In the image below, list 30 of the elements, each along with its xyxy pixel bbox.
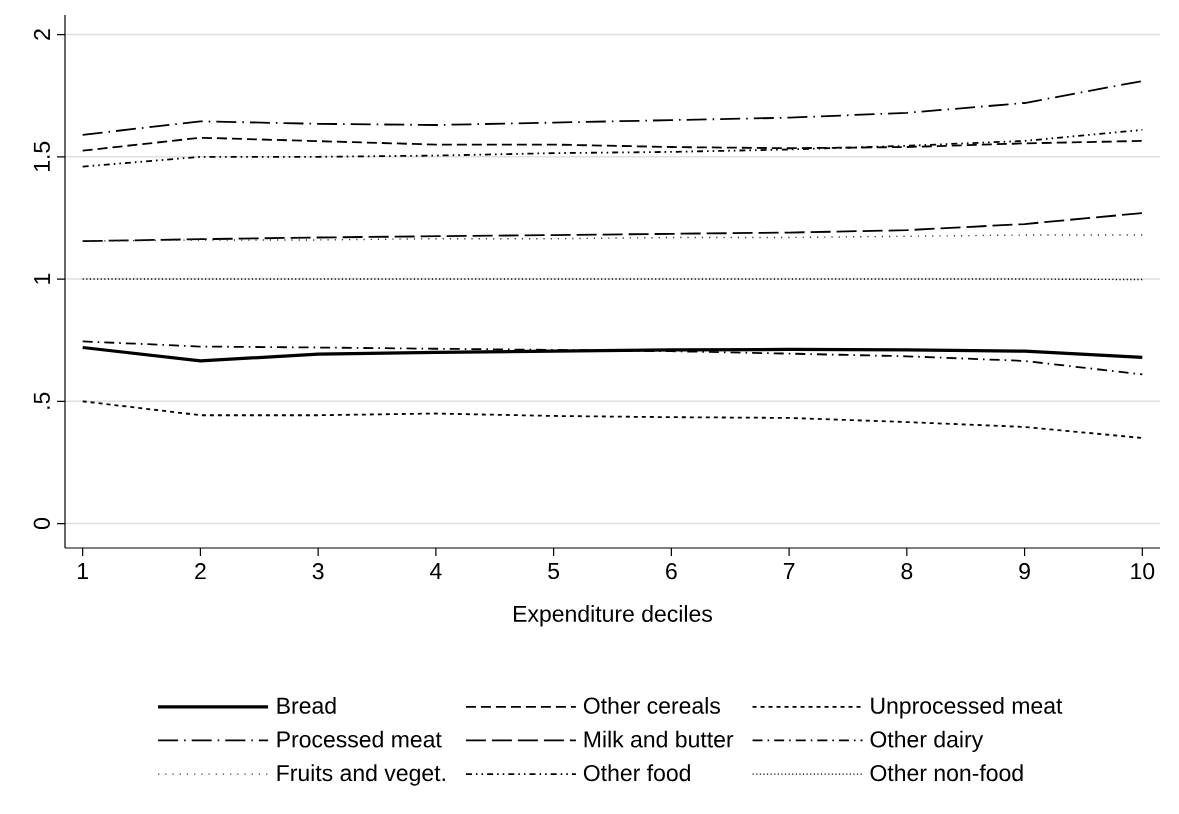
x-tick-label: 7 bbox=[783, 563, 795, 579]
legend-label: Bread bbox=[277, 696, 336, 714]
line-series bbox=[81, 129, 1144, 168]
x-tick-label: 4 bbox=[430, 563, 442, 579]
line-series bbox=[81, 80, 1144, 136]
y-tick-label: 0 bbox=[33, 518, 50, 530]
legend-label: Other food bbox=[583, 764, 690, 782]
x-tick-label: 1 bbox=[78, 563, 88, 579]
line-series bbox=[81, 234, 1144, 242]
line-series bbox=[81, 400, 1144, 439]
x-tick-label: 10 bbox=[1131, 563, 1155, 580]
y-tick-label: 2 bbox=[33, 29, 50, 40]
x-tick-label: 2 bbox=[195, 563, 206, 580]
legend-label: Unprocessed meat bbox=[871, 696, 1063, 719]
x-tick-label: 6 bbox=[666, 563, 677, 580]
legend-label: Processed meat bbox=[277, 730, 442, 748]
x-tick-label: 8 bbox=[901, 563, 913, 580]
legend-label: Fruits and veget. bbox=[277, 764, 445, 786]
y-tick-label: .5 bbox=[33, 392, 50, 409]
legend-label: Other dairy bbox=[870, 730, 984, 753]
legend-label: Other cereals bbox=[583, 696, 720, 714]
legend-label: Other non-food bbox=[870, 764, 1023, 782]
y-tick-label: 1.5 bbox=[33, 141, 50, 172]
x-axis-title: Expenditure deciles bbox=[514, 605, 712, 627]
y-tick-label: 1 bbox=[34, 273, 50, 284]
x-tick-label: 9 bbox=[1019, 563, 1030, 580]
x-tick-label: 3 bbox=[312, 563, 324, 580]
legend-label: Milk and butter bbox=[584, 730, 734, 748]
line-series bbox=[81, 340, 1144, 376]
x-tick-label: 5 bbox=[548, 563, 560, 580]
